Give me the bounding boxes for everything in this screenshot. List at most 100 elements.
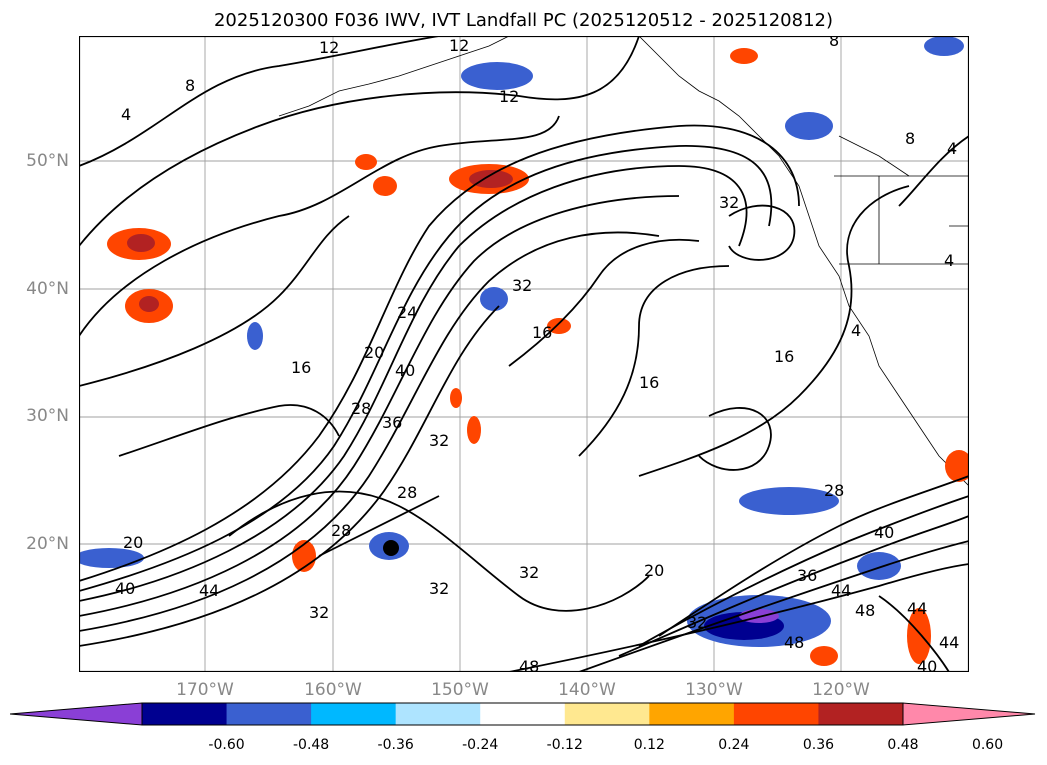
anomaly-negative <box>739 487 839 515</box>
colorbar-segment <box>480 703 566 725</box>
colorbar-tick-label: -0.24 <box>462 737 499 753</box>
contour-label: 40 <box>917 657 937 672</box>
coastline <box>278 36 969 487</box>
colorbar-tick-label: -0.36 <box>377 737 414 753</box>
colorbar-tick-label: 0.60 <box>971 737 1004 753</box>
colorbar-segment <box>649 703 735 725</box>
contour-label: 8 <box>905 129 915 148</box>
contour-label: 32 <box>512 276 532 295</box>
anomaly-negative <box>383 540 399 556</box>
contour-label: 44 <box>199 581 219 600</box>
anomaly-positive <box>373 176 397 196</box>
contour-label: 48 <box>519 657 539 672</box>
contour-label: 16 <box>291 358 311 377</box>
contour-label: 40 <box>874 523 894 542</box>
lon-label-120w: 120°W <box>812 680 870 700</box>
colorbar-segment <box>564 703 650 725</box>
contour-label: 32 <box>719 193 739 212</box>
contour-label: 32 <box>687 613 707 632</box>
colorbar-tick-label: 0.36 <box>802 737 835 753</box>
contour-label: 36 <box>797 566 817 585</box>
lon-label-160w: 160°W <box>304 680 362 700</box>
anomaly-positive <box>467 416 481 444</box>
colorbar-extend-low <box>10 703 142 725</box>
contour-label: 8 <box>185 76 195 95</box>
anomaly-positive <box>810 646 838 666</box>
lat-label-20n: 20°N <box>26 534 69 554</box>
contour-label: 36 <box>382 413 402 432</box>
gridlines <box>79 36 969 672</box>
lat-label-50n: 50°N <box>26 151 69 171</box>
lon-label-130w: 130°W <box>685 680 743 700</box>
contour-label: 12 <box>319 38 339 57</box>
anomaly-negative <box>480 287 508 311</box>
contour-lines <box>79 36 969 672</box>
contour-label: 16 <box>532 323 552 342</box>
contour-label: 44 <box>831 581 851 600</box>
contour-label: 4 <box>851 321 861 340</box>
map-title: 2025120300 F036 IWV, IVT Landfall PC (20… <box>213 10 834 31</box>
contour-label: 16 <box>639 373 659 392</box>
contour-label: 16 <box>774 347 794 366</box>
colorbar-segment <box>226 703 312 725</box>
anomaly-positive <box>127 234 155 252</box>
contour-label: 28 <box>824 481 844 500</box>
anomaly-negative <box>247 322 263 350</box>
contour-label: 4 <box>944 251 954 270</box>
colorbar-segment <box>311 703 397 725</box>
colorbar-segment <box>733 703 819 725</box>
anomaly-negative <box>924 36 964 56</box>
contour-label: 32 <box>519 563 539 582</box>
colorbar-tick-label: 0.12 <box>633 737 665 753</box>
contour-label: 28 <box>351 399 371 418</box>
anomaly-positive <box>469 170 513 188</box>
lat-label-30n: 30°N <box>26 406 69 426</box>
contour-label: 28 <box>331 521 351 540</box>
anomaly-positive <box>730 48 758 64</box>
contour-label: 4 <box>947 139 957 158</box>
colorbar-tick-label: 0.48 <box>887 737 919 753</box>
contour-label: 4 <box>121 105 131 124</box>
contour-label: 32 <box>429 431 449 450</box>
contour-label: 20 <box>644 561 664 580</box>
contour-label: 40 <box>395 361 415 380</box>
anomaly-positive <box>139 296 159 312</box>
contour-label: 44 <box>939 633 959 652</box>
colorbar-segment <box>142 703 228 725</box>
anomaly-negative <box>785 112 833 140</box>
contour-label: 44 <box>907 599 927 618</box>
colorbar <box>10 702 1036 726</box>
contour-label: 12 <box>449 36 469 55</box>
anomaly-negative <box>79 548 144 568</box>
anomaly-positive <box>355 154 377 170</box>
contour-label: 32 <box>429 579 449 598</box>
anomaly-positive <box>945 450 969 482</box>
anomaly-negative <box>857 552 901 580</box>
contour-label: 32 <box>309 603 329 622</box>
anomaly-positive <box>450 388 462 408</box>
contour-label: 24 <box>397 303 417 322</box>
contour-labels: 12 12 12 8 8 8 4 4 4 32 32 32 32 32 32 2… <box>115 36 959 672</box>
lon-label-150w: 150°W <box>431 680 489 700</box>
anomaly-negative <box>461 62 533 90</box>
colorbar-tick-label: -0.60 <box>208 737 245 753</box>
colorbar-segment <box>818 703 904 725</box>
contour-label: 20 <box>364 343 384 362</box>
lon-label-170w: 170°W <box>176 680 234 700</box>
colorbar-segment <box>395 703 481 725</box>
anomaly-positive <box>907 608 931 664</box>
colorbar-tick-label: 0.24 <box>718 737 750 753</box>
lat-label-40n: 40°N <box>26 279 69 299</box>
contour-label: 8 <box>829 36 839 50</box>
contour-label: 20 <box>123 533 143 552</box>
contour-label: 28 <box>397 483 417 502</box>
colorbar-tick-label: -0.48 <box>292 737 330 753</box>
contour-label: 48 <box>784 633 804 652</box>
colorbar-extend-high <box>903 703 1035 725</box>
map-panel: 12 12 12 8 8 8 4 4 4 32 32 32 32 32 32 2… <box>79 36 969 672</box>
contour-label: 12 <box>499 87 519 106</box>
contour-label: 48 <box>855 601 875 620</box>
colorbar-tick-label: -0.12 <box>546 737 583 753</box>
contour-label: 40 <box>115 579 135 598</box>
lon-label-140w: 140°W <box>558 680 616 700</box>
